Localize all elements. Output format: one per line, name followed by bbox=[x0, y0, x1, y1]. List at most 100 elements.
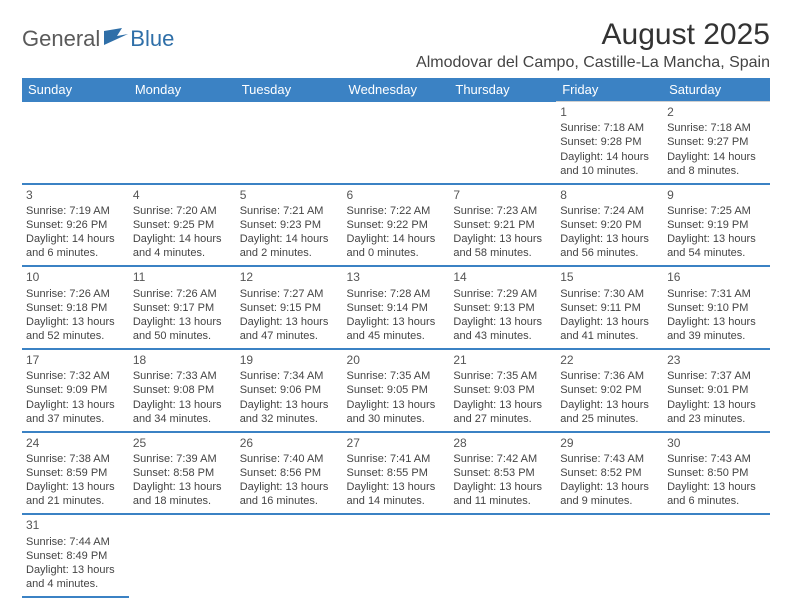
daylight-line: Daylight: 13 hours and 45 minutes. bbox=[347, 315, 446, 343]
day-number: 8 bbox=[560, 188, 659, 203]
day-number: 18 bbox=[133, 353, 232, 368]
sunrise-line: Sunrise: 7:29 AM bbox=[453, 287, 552, 301]
sunrise-line: Sunrise: 7:38 AM bbox=[26, 452, 125, 466]
day-cell: 6Sunrise: 7:22 AMSunset: 9:22 PMDaylight… bbox=[343, 184, 450, 267]
day-number: 29 bbox=[560, 436, 659, 451]
sunrise-line: Sunrise: 7:26 AM bbox=[133, 287, 232, 301]
sunset-line: Sunset: 9:03 PM bbox=[453, 383, 552, 397]
sunrise-line: Sunrise: 7:32 AM bbox=[26, 369, 125, 383]
daylight-line: Daylight: 13 hours and 37 minutes. bbox=[26, 398, 125, 426]
sunset-line: Sunset: 9:08 PM bbox=[133, 383, 232, 397]
day-number: 23 bbox=[667, 353, 766, 368]
day-cell: 1Sunrise: 7:18 AMSunset: 9:28 PMDaylight… bbox=[556, 102, 663, 184]
weekday-header: Wednesday bbox=[343, 78, 450, 102]
daylight-line: Daylight: 13 hours and 9 minutes. bbox=[560, 480, 659, 508]
daylight-line: Daylight: 14 hours and 6 minutes. bbox=[26, 232, 125, 260]
sunrise-line: Sunrise: 7:41 AM bbox=[347, 452, 446, 466]
day-number: 6 bbox=[347, 188, 446, 203]
calendar-body: 1Sunrise: 7:18 AMSunset: 9:28 PMDaylight… bbox=[22, 102, 770, 598]
day-number: 28 bbox=[453, 436, 552, 451]
title-block: August 2025 Almodovar del Campo, Castill… bbox=[416, 18, 770, 72]
day-cell: 7Sunrise: 7:23 AMSunset: 9:21 PMDaylight… bbox=[449, 184, 556, 267]
sunset-line: Sunset: 8:56 PM bbox=[240, 466, 339, 480]
day-cell: 16Sunrise: 7:31 AMSunset: 9:10 PMDayligh… bbox=[663, 266, 770, 349]
empty-cell bbox=[129, 102, 236, 184]
day-cell: 26Sunrise: 7:40 AMSunset: 8:56 PMDayligh… bbox=[236, 432, 343, 515]
day-number: 10 bbox=[26, 270, 125, 285]
calendar-row: 1Sunrise: 7:18 AMSunset: 9:28 PMDaylight… bbox=[22, 102, 770, 184]
weekday-header: Sunday bbox=[22, 78, 129, 102]
sunrise-line: Sunrise: 7:18 AM bbox=[560, 121, 659, 135]
sunset-line: Sunset: 8:55 PM bbox=[347, 466, 446, 480]
day-number: 7 bbox=[453, 188, 552, 203]
day-cell: 25Sunrise: 7:39 AMSunset: 8:58 PMDayligh… bbox=[129, 432, 236, 515]
logo-text-general: General bbox=[22, 26, 100, 52]
sunrise-line: Sunrise: 7:27 AM bbox=[240, 287, 339, 301]
daylight-line: Daylight: 13 hours and 58 minutes. bbox=[453, 232, 552, 260]
sunset-line: Sunset: 9:11 PM bbox=[560, 301, 659, 315]
sunrise-line: Sunrise: 7:31 AM bbox=[667, 287, 766, 301]
sunrise-line: Sunrise: 7:35 AM bbox=[347, 369, 446, 383]
day-cell: 12Sunrise: 7:27 AMSunset: 9:15 PMDayligh… bbox=[236, 266, 343, 349]
daylight-line: Daylight: 13 hours and 47 minutes. bbox=[240, 315, 339, 343]
daylight-line: Daylight: 14 hours and 8 minutes. bbox=[667, 150, 766, 178]
month-title: August 2025 bbox=[416, 18, 770, 52]
day-cell: 20Sunrise: 7:35 AMSunset: 9:05 PMDayligh… bbox=[343, 349, 450, 432]
day-number: 15 bbox=[560, 270, 659, 285]
sunset-line: Sunset: 9:20 PM bbox=[560, 218, 659, 232]
weekday-header: Friday bbox=[556, 78, 663, 102]
sunrise-line: Sunrise: 7:37 AM bbox=[667, 369, 766, 383]
sunrise-line: Sunrise: 7:20 AM bbox=[133, 204, 232, 218]
trailing-blank-cell bbox=[236, 514, 343, 597]
trailing-blank-cell bbox=[129, 514, 236, 597]
sunrise-line: Sunrise: 7:24 AM bbox=[560, 204, 659, 218]
daylight-line: Daylight: 13 hours and 23 minutes. bbox=[667, 398, 766, 426]
flag-icon bbox=[104, 26, 128, 52]
daylight-line: Daylight: 14 hours and 2 minutes. bbox=[240, 232, 339, 260]
header: General Blue August 2025 Almodovar del C… bbox=[22, 18, 770, 72]
sunrise-line: Sunrise: 7:23 AM bbox=[453, 204, 552, 218]
daylight-line: Daylight: 13 hours and 14 minutes. bbox=[347, 480, 446, 508]
day-cell: 5Sunrise: 7:21 AMSunset: 9:23 PMDaylight… bbox=[236, 184, 343, 267]
day-cell: 9Sunrise: 7:25 AMSunset: 9:19 PMDaylight… bbox=[663, 184, 770, 267]
trailing-blank-cell bbox=[449, 514, 556, 597]
daylight-line: Daylight: 13 hours and 4 minutes. bbox=[26, 563, 125, 591]
sunrise-line: Sunrise: 7:40 AM bbox=[240, 452, 339, 466]
day-cell: 29Sunrise: 7:43 AMSunset: 8:52 PMDayligh… bbox=[556, 432, 663, 515]
sunset-line: Sunset: 8:59 PM bbox=[26, 466, 125, 480]
day-cell: 31Sunrise: 7:44 AMSunset: 8:49 PMDayligh… bbox=[22, 514, 129, 597]
day-cell: 19Sunrise: 7:34 AMSunset: 9:06 PMDayligh… bbox=[236, 349, 343, 432]
daylight-line: Daylight: 13 hours and 6 minutes. bbox=[667, 480, 766, 508]
day-cell: 3Sunrise: 7:19 AMSunset: 9:26 PMDaylight… bbox=[22, 184, 129, 267]
day-number: 22 bbox=[560, 353, 659, 368]
daylight-line: Daylight: 13 hours and 18 minutes. bbox=[133, 480, 232, 508]
daylight-line: Daylight: 13 hours and 41 minutes. bbox=[560, 315, 659, 343]
daylight-line: Daylight: 13 hours and 21 minutes. bbox=[26, 480, 125, 508]
empty-cell bbox=[22, 102, 129, 184]
sunset-line: Sunset: 8:58 PM bbox=[133, 466, 232, 480]
day-number: 5 bbox=[240, 188, 339, 203]
sunrise-line: Sunrise: 7:25 AM bbox=[667, 204, 766, 218]
sunrise-line: Sunrise: 7:28 AM bbox=[347, 287, 446, 301]
sunset-line: Sunset: 9:21 PM bbox=[453, 218, 552, 232]
day-cell: 4Sunrise: 7:20 AMSunset: 9:25 PMDaylight… bbox=[129, 184, 236, 267]
day-cell: 24Sunrise: 7:38 AMSunset: 8:59 PMDayligh… bbox=[22, 432, 129, 515]
day-number: 26 bbox=[240, 436, 339, 451]
daylight-line: Daylight: 13 hours and 50 minutes. bbox=[133, 315, 232, 343]
sunset-line: Sunset: 9:14 PM bbox=[347, 301, 446, 315]
day-number: 3 bbox=[26, 188, 125, 203]
weekday-header: Monday bbox=[129, 78, 236, 102]
day-number: 2 bbox=[667, 105, 766, 120]
day-cell: 30Sunrise: 7:43 AMSunset: 8:50 PMDayligh… bbox=[663, 432, 770, 515]
trailing-blank-cell bbox=[556, 514, 663, 597]
daylight-line: Daylight: 13 hours and 32 minutes. bbox=[240, 398, 339, 426]
sunset-line: Sunset: 9:28 PM bbox=[560, 135, 659, 149]
daylight-line: Daylight: 13 hours and 54 minutes. bbox=[667, 232, 766, 260]
sunrise-line: Sunrise: 7:33 AM bbox=[133, 369, 232, 383]
daylight-line: Daylight: 13 hours and 25 minutes. bbox=[560, 398, 659, 426]
trailing-blank-cell bbox=[663, 514, 770, 597]
sunrise-line: Sunrise: 7:30 AM bbox=[560, 287, 659, 301]
daylight-line: Daylight: 13 hours and 52 minutes. bbox=[26, 315, 125, 343]
sunset-line: Sunset: 9:09 PM bbox=[26, 383, 125, 397]
sunrise-line: Sunrise: 7:36 AM bbox=[560, 369, 659, 383]
